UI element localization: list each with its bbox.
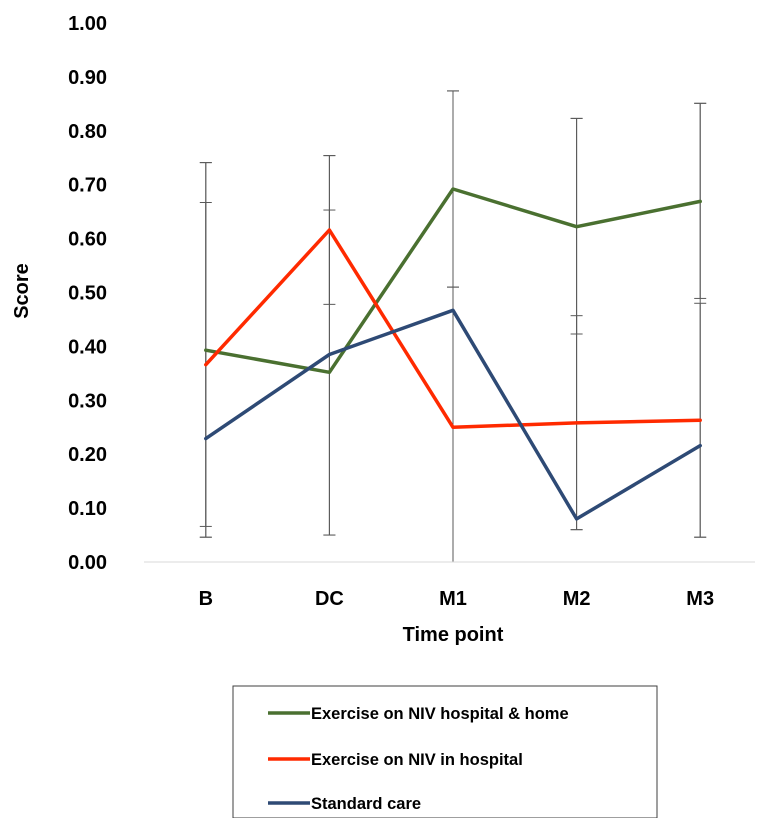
y-tick-label: 0.90	[68, 67, 107, 89]
y-tick-label: 0.80	[68, 121, 107, 143]
axis-labels: Score Time point 0.00 0.10 0.20 0.30 0.40 0.5…	[11, 13, 714, 646]
y-tick-label: 0.50	[68, 283, 107, 305]
legend-label: Standard care	[311, 795, 421, 813]
y-tick-label: 0.30	[68, 390, 107, 412]
legend-label: Exercise on NIV in hospital	[311, 751, 523, 769]
legend: Exercise on NIV hospital & home Exercise …	[232, 685, 658, 818]
y-tick-label: 1.00	[68, 13, 107, 35]
y-tick-label: 0.20	[68, 444, 107, 466]
x-tick-label: DC	[315, 588, 344, 610]
series-line	[204, 228, 702, 430]
x-axis-title: Time point	[403, 624, 504, 646]
x-tick-label: B	[199, 588, 213, 610]
x-tick-label: M2	[563, 588, 591, 610]
legend-label: Exercise on NIV hospital & home	[311, 705, 569, 723]
series-line	[204, 308, 702, 521]
y-axis-title: Score	[11, 263, 33, 319]
y-tick-label: 0.10	[68, 498, 107, 520]
y-tick-label: 0.70	[68, 175, 107, 197]
x-tick-label: M1	[439, 588, 467, 610]
y-tick-label: 0.00	[68, 552, 107, 574]
legend-box	[232, 685, 658, 818]
series-lines	[204, 187, 702, 521]
y-tick-label: 0.40	[68, 336, 107, 358]
y-tick-label: 0.60	[68, 229, 107, 251]
series-line	[204, 187, 702, 375]
error-bars	[199, 90, 707, 563]
x-tick-label: M3	[686, 588, 714, 610]
